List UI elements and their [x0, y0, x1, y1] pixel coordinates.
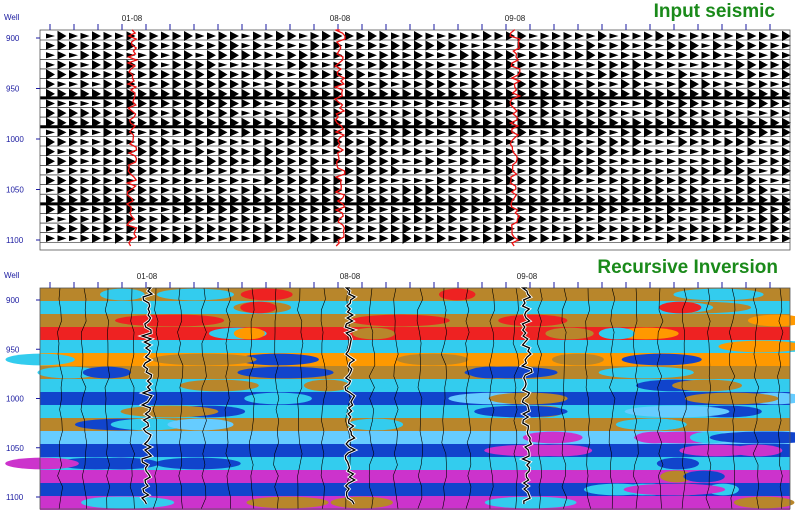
inversion-blob: [180, 380, 259, 392]
y-tick-label: 1100: [6, 236, 24, 245]
inversion-blob: [592, 289, 684, 301]
inversion-blob: [352, 328, 395, 340]
well-label: 09-08: [505, 14, 526, 23]
inversion-blob: [241, 289, 293, 301]
inversion-blob: [241, 341, 296, 353]
inversion-blob: [526, 445, 592, 457]
inversion-blob: [397, 354, 468, 366]
y-tick-label: 1000: [6, 395, 24, 404]
inversion-blob: [168, 419, 234, 431]
inversion-blob: [331, 497, 393, 509]
inversion-blob: [498, 315, 567, 327]
well-label: 01-08: [137, 272, 158, 281]
inversion-blob: [408, 445, 443, 457]
inversion-blob: [157, 289, 234, 301]
inversion-blob: [734, 497, 795, 509]
inversion-blob: [86, 497, 174, 509]
inversion-blob: [380, 315, 421, 327]
inversion-blob: [635, 432, 676, 444]
y-tick-label: 900: [6, 296, 20, 305]
inversion-blob: [523, 432, 583, 444]
inversion-blob: [311, 471, 378, 483]
well-label: 01-08: [122, 14, 143, 23]
recursive-inversion-panel: 01-08 08-08 09-08 Well 900 950 1000 1050 1100 Rec…: [4, 257, 795, 510]
inversion-blob: [473, 302, 569, 314]
y-tick-label: 950: [6, 85, 20, 94]
y-tick-label: 900: [6, 34, 20, 43]
inversion-blob: [100, 289, 145, 301]
y-tick-label: 950: [6, 345, 20, 354]
inversion-blob: [523, 471, 631, 483]
inversion-blob: [151, 354, 256, 366]
y-tick-label: 1050: [6, 186, 24, 195]
y-tick-label: 1000: [6, 135, 24, 144]
well-label: 08-08: [330, 14, 351, 23]
inversion-blob: [240, 302, 276, 314]
inversion-blob: [468, 367, 512, 379]
well-label: 08-08: [340, 272, 361, 281]
inversion-blob: [83, 367, 131, 379]
inversion-blob: [599, 328, 635, 340]
inversion-band: [40, 392, 790, 406]
inversion-blob: [234, 328, 265, 340]
inversion-blob: [625, 406, 730, 418]
inversion-blob: [439, 289, 476, 301]
inversion-blob: [474, 406, 567, 418]
inversion-blob: [659, 302, 701, 314]
well-label: 09-08: [517, 272, 538, 281]
inversion-blob: [237, 367, 333, 379]
inversion-blob: [622, 354, 702, 366]
inversion-blob: [247, 497, 329, 509]
inversion-blob: [657, 458, 699, 470]
axis-label: Well: [4, 13, 20, 22]
inversion-blob: [376, 341, 449, 353]
inversion-blob: [616, 419, 687, 431]
inversion-blob: [624, 484, 726, 496]
inversion-blob: [348, 419, 403, 431]
inversion-blob: [5, 458, 79, 470]
inversion-blob: [552, 354, 604, 366]
y-tick-label: 1050: [6, 444, 24, 453]
inversion-blob: [733, 445, 783, 457]
panel-title: Input seismic: [654, 1, 776, 22]
y-tick-label: 1100: [6, 493, 24, 502]
panel-title: Recursive Inversion: [597, 257, 778, 278]
inversion-blob: [609, 341, 644, 353]
inversion-blob: [683, 471, 724, 483]
axis-label: Well: [4, 271, 20, 280]
inversion-blob: [673, 289, 763, 301]
seismic-screenshot: 01-08 08-08 09-08 Well 900 950 1000 1050 1100 Inp…: [0, 0, 795, 511]
